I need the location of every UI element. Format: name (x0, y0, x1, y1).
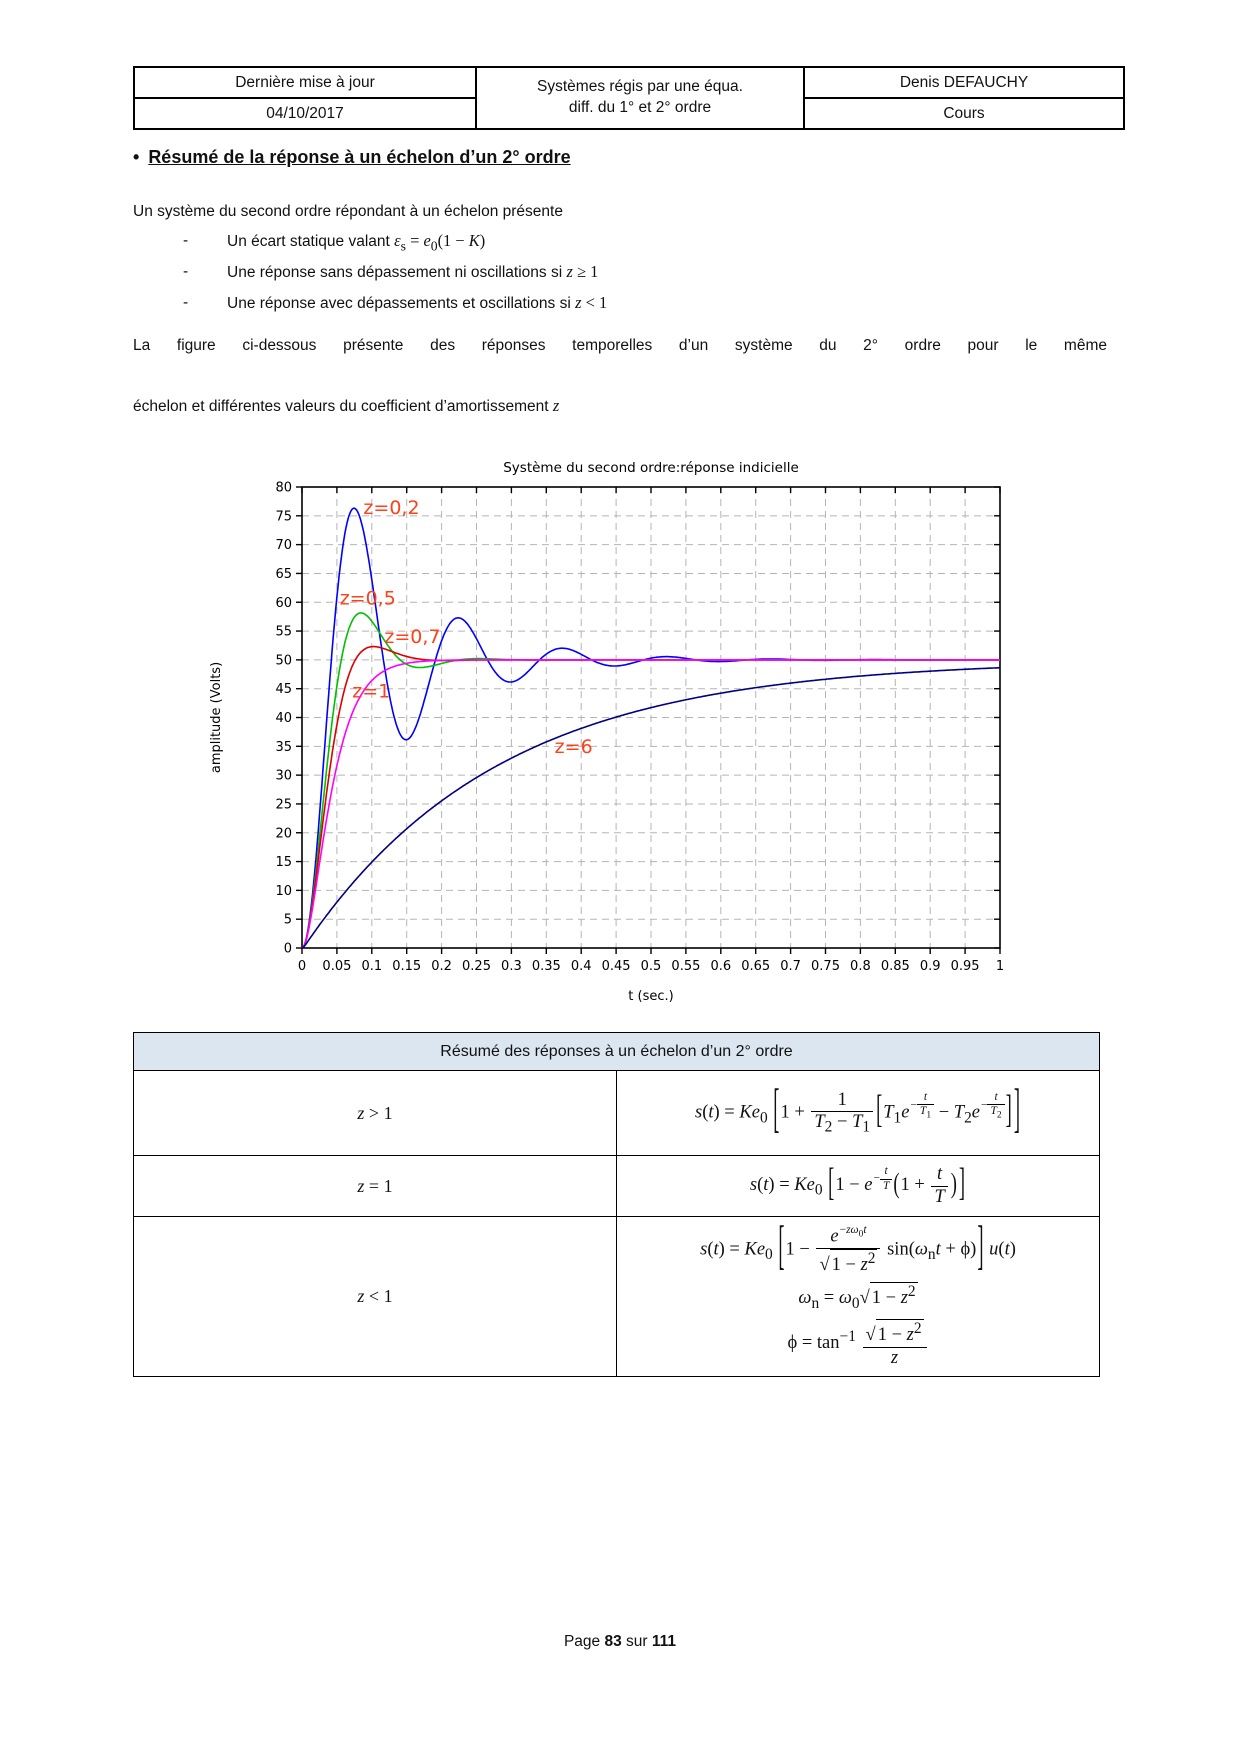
footer-page-number: 83 (604, 1633, 622, 1650)
svg-text:0.15: 0.15 (392, 959, 421, 974)
svg-text:0.1: 0.1 (361, 959, 382, 974)
svg-text:0.35: 0.35 (532, 959, 561, 974)
dash-bullet-icon: - (183, 232, 189, 249)
header-course-title-line1: Systèmes régis par une équa. (537, 78, 743, 96)
figure-intro-line1: La figure ci-dessous présente des répons… (133, 337, 1107, 354)
footer-separator: sur (621, 1633, 652, 1650)
header-date: 04/10/2017 (133, 97, 477, 130)
svg-text:0.55: 0.55 (671, 959, 700, 974)
page-footer: Page 83 sur 111 (0, 1633, 1240, 1651)
svg-text:70: 70 (275, 538, 292, 553)
condition-z-gt-1: z > 1 (133, 1070, 617, 1156)
svg-text:50: 50 (275, 653, 292, 668)
svg-text:15: 15 (275, 855, 292, 870)
svg-text:65: 65 (275, 567, 292, 582)
intro-paragraph: Un système du second ordre répondant à u… (133, 202, 563, 220)
header-course-title-line2: diff. du 1° et 2° ordre (568, 99, 712, 116)
header-table: Dernière mise à jour Systèmes régis par … (133, 66, 1125, 130)
list-item-text: Une réponse sans dépassement ni oscillat… (227, 262, 599, 281)
header-course-title: Systèmes régis par une équa. diff. du 1°… (475, 66, 805, 130)
svg-text:0: 0 (284, 942, 292, 957)
svg-text:0.3: 0.3 (501, 959, 522, 974)
svg-text:Système du second ordre:répons: Système du second ordre:réponse indiciel… (503, 460, 799, 476)
formula-z-lt-1: s(t) = Ke0 [1 − e−zω0t √ 1 − z2 sin(ωnt + … (616, 1216, 1100, 1377)
svg-text:0.7: 0.7 (780, 959, 801, 974)
header-updated-label: Dernière mise à jour (133, 66, 477, 99)
svg-text:z=0,2: z=0,2 (363, 497, 419, 519)
svg-text:z=1: z=1 (352, 680, 390, 702)
svg-text:0.8: 0.8 (850, 959, 871, 974)
svg-text:0.75: 0.75 (811, 959, 840, 974)
svg-text:25: 25 (275, 797, 292, 812)
svg-text:0.9: 0.9 (920, 959, 941, 974)
figure-intro-paragraph: La figure ci-dessous présente des répons… (133, 331, 1107, 422)
svg-text:55: 55 (275, 625, 292, 640)
svg-text:0.65: 0.65 (741, 959, 770, 974)
svg-text:0.85: 0.85 (881, 959, 910, 974)
formula-omega-n: ωn = ω0 √ 1 − z2 (798, 1282, 918, 1313)
svg-text:0.4: 0.4 (571, 959, 592, 974)
dash-bullet-icon: - (183, 294, 189, 311)
svg-text:0.95: 0.95 (951, 959, 980, 974)
condition-z-eq-1: z = 1 (133, 1155, 617, 1217)
footer-total-pages: 111 (651, 1633, 677, 1650)
properties-list: - Un écart statique valant εs = e0(1 − K… (133, 226, 1107, 319)
svg-text:z=6: z=6 (555, 736, 593, 758)
svg-text:60: 60 (275, 596, 292, 611)
svg-text:0.25: 0.25 (462, 959, 491, 974)
svg-text:0.5: 0.5 (641, 959, 662, 974)
svg-text:amplitude (Volts): amplitude (Volts) (209, 662, 224, 773)
section-heading-text: Résumé de la réponse à un échelon d’un 2… (148, 147, 571, 167)
formula-phi: ϕ = tan−1 √ 1 − z2 z (618, 1319, 1098, 1369)
svg-text:0.05: 0.05 (322, 959, 351, 974)
figure-step-response: 0 0.05 0.1 0.15 0.2 0.25 0.3 0.35 0.4 0.45 0.5 0.55… (190, 450, 1050, 1020)
svg-text:0.45: 0.45 (602, 959, 631, 974)
svg-text:35: 35 (275, 740, 292, 755)
condition-z-lt-1: z < 1 (133, 1216, 617, 1377)
list-item: - Une réponse avec dépassements et oscil… (133, 288, 1107, 319)
header-doc-type: Cours (803, 97, 1125, 130)
svg-text:z=0,5: z=0,5 (340, 588, 396, 610)
svg-text:5: 5 (284, 913, 292, 928)
formula-z-gt-1: s(t) = Ke0 [1 + 1 T2 − T1 [T1e− t T1 − T2e− t… (616, 1070, 1100, 1156)
svg-text:1: 1 (996, 959, 1004, 974)
list-bullet-icon: • (133, 147, 140, 167)
footer-prefix: Page (563, 1633, 605, 1650)
svg-text:0.2: 0.2 (431, 959, 452, 974)
header-author: Denis DEFAUCHY (803, 66, 1125, 99)
svg-text:20: 20 (275, 826, 292, 841)
svg-text:40: 40 (275, 711, 292, 726)
summary-table: Résumé des réponses à un échelon d’un 2°… (133, 1032, 1100, 1377)
step-response-chart: 0 0.05 0.1 0.15 0.2 0.25 0.3 0.35 0.4 0.45 0.5 0.55… (209, 460, 1004, 1004)
list-item: - Un écart statique valant εs = e0(1 − K… (133, 226, 1107, 257)
section-heading: • Résumé de la réponse à un échelon d’un … (133, 147, 571, 168)
figure-intro-line2: échelon et différentes valeurs du coeffi… (133, 396, 560, 415)
svg-text:75: 75 (275, 509, 292, 524)
svg-text:30: 30 (275, 769, 292, 784)
svg-text:t (sec.): t (sec.) (628, 989, 673, 1004)
list-item-text: Un écart statique valant εs = e0(1 − K) (227, 231, 486, 254)
svg-text:80: 80 (275, 481, 292, 496)
svg-text:0: 0 (298, 959, 306, 974)
list-item: - Une réponse sans dépassement ni oscill… (133, 257, 1107, 288)
svg-text:45: 45 (275, 682, 292, 697)
summary-table-title: Résumé des réponses à un échelon d’un 2°… (133, 1032, 1100, 1071)
dash-bullet-icon: - (183, 263, 189, 280)
formula-z-eq-1: s(t) = Ke0 [1 − e− t T (1 + t T)] (616, 1155, 1100, 1217)
svg-text:0.6: 0.6 (710, 959, 731, 974)
svg-text:z=0,7: z=0,7 (384, 626, 440, 648)
formula-z-lt-1-main: s(t) = Ke0 [1 − e−zω0t √ 1 − z2 sin(ωnt + … (700, 1219, 1016, 1278)
svg-text:10: 10 (275, 884, 292, 899)
list-item-text: Une réponse avec dépassements et oscilla… (227, 293, 608, 312)
